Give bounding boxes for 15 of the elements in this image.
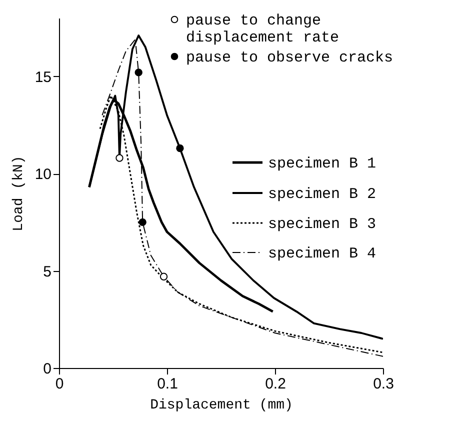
y-tick-label: 15 <box>34 68 52 86</box>
x-tick-label: 0.1 <box>157 376 178 392</box>
y-tick-label: 5 <box>43 263 52 280</box>
legend-label: specimen B 4 <box>268 246 376 262</box>
legend-label: specimen B 1 <box>268 156 376 172</box>
y-tick-label: 10 <box>34 166 52 184</box>
x-axis-title: Displacement (mm) <box>150 398 293 414</box>
legend-label: specimen B 3 <box>268 216 376 233</box>
x-tick-label: 0 <box>55 376 64 392</box>
x-tick-label: 0.2 <box>265 376 286 392</box>
legend-label: specimen B 2 <box>268 186 376 203</box>
legend-label: pause to observe cracks <box>186 50 394 66</box>
y-tick-label: 0 <box>43 360 52 378</box>
x-tick-label: 0.3 <box>373 376 394 392</box>
y-axis-title: Load (kN) <box>10 156 27 232</box>
